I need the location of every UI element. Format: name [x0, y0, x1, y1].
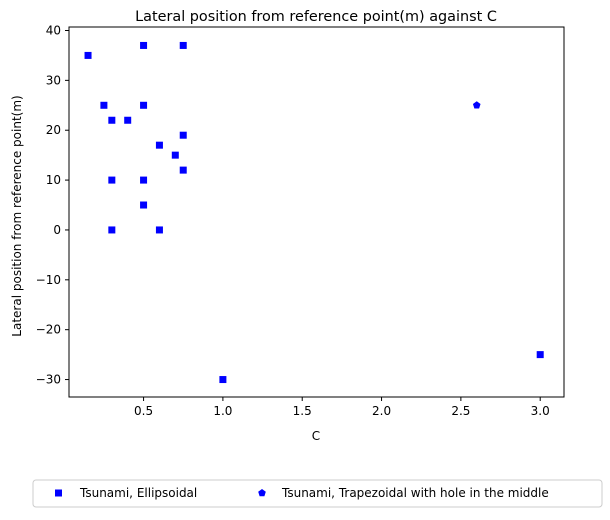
y-tick-label: 0 — [53, 223, 61, 237]
legend: Tsunami, Ellipsoidal Tsunami, Trapezoida… — [32, 479, 603, 508]
ellipsoidal-point — [84, 51, 92, 59]
y-tick-label: 30 — [46, 73, 61, 87]
ellipsoidal-point — [108, 176, 116, 184]
ellipsoidal-point — [124, 116, 132, 124]
legend-label-ellipsoidal: Tsunami, Ellipsoidal — [79, 486, 197, 500]
x-tick-label: 2.5 — [451, 404, 470, 418]
ellipsoidal-point — [140, 201, 148, 209]
x-tick-label: 1.5 — [293, 404, 312, 418]
chart-title: Lateral position from reference point(m)… — [135, 9, 497, 25]
ellipsoidal-point — [179, 166, 187, 174]
ellipsoidal-point — [140, 101, 148, 109]
ellipsoidal-point — [108, 226, 116, 234]
y-tick-label: −30 — [36, 373, 61, 387]
ellipsoidal-point — [536, 351, 544, 359]
y-tick-label: 20 — [46, 123, 61, 137]
y-tick-label: −20 — [36, 323, 61, 337]
x-tick-label: 2.0 — [372, 404, 391, 418]
x-axis-label: C — [312, 429, 320, 443]
plot-frame — [68, 26, 565, 398]
data-markers — [84, 41, 544, 384]
x-tick-label: 1.0 — [213, 404, 232, 418]
ellipsoidal-point — [140, 41, 148, 49]
ellipsoidal-point — [140, 176, 148, 184]
legend-marker-trapezoidal — [258, 489, 266, 497]
x-tick-label: 0.5 — [134, 404, 153, 418]
ellipsoidal-point — [179, 131, 187, 139]
ellipsoidal-point — [100, 101, 108, 109]
ellipsoidal-point — [179, 41, 187, 49]
legend-label-trapezoidal: Tsunami, Trapezoidal with hole in the mi… — [281, 486, 549, 500]
legend-frame — [32, 479, 603, 508]
y-tick-label: 10 — [46, 173, 61, 187]
x-axis: 0.5 1.0 1.5 2.0 2.5 3.0 — [134, 397, 550, 418]
ellipsoidal-point — [155, 226, 163, 234]
trapezoidal-point — [472, 101, 481, 109]
ellipsoidal-point — [219, 376, 227, 384]
ellipsoidal-point — [155, 141, 163, 149]
y-tick-label: 40 — [46, 23, 61, 37]
ellipsoidal-point — [108, 116, 116, 124]
legend-marker-ellipsoidal — [55, 489, 62, 497]
y-axis-label: Lateral position from reference point(m) — [10, 95, 24, 336]
x-tick-label: 3.0 — [531, 404, 550, 418]
plot-area — [68, 26, 565, 398]
ellipsoidal-point — [171, 151, 179, 159]
y-axis: −30 −20 −10 0 10 20 30 40 — [36, 23, 69, 387]
y-tick-label: −10 — [36, 273, 61, 287]
